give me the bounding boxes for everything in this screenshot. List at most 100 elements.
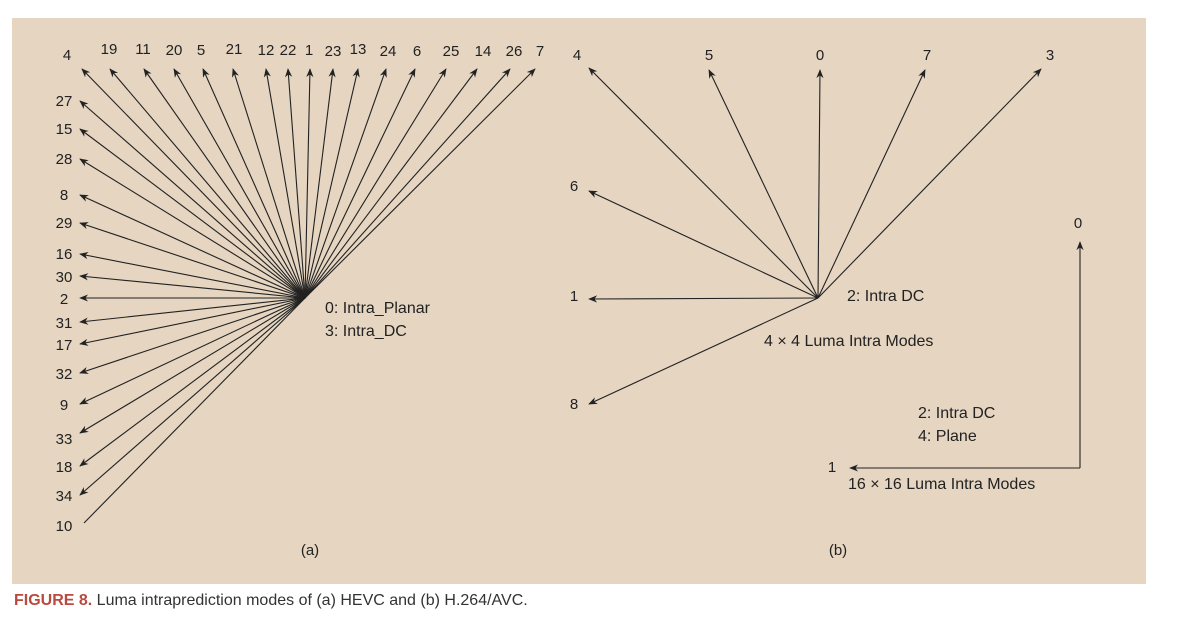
mode-16-arrow [79, 252, 306, 299]
avc4-mode-7-label: 7 [923, 47, 931, 64]
mode-16-label: 16 [56, 246, 73, 263]
mode-23-label: 23 [325, 43, 342, 60]
mode-31-label: 31 [56, 315, 73, 332]
mode-30-arrow [79, 273, 306, 299]
mode-9-label: 9 [60, 397, 68, 414]
mode-31-arrow [79, 297, 306, 325]
avc4-mode-8-label: 8 [570, 396, 578, 413]
mode-34-arrow [79, 297, 306, 496]
avc4-mode-7-arrow [817, 69, 926, 299]
mode-7-label: 7 [536, 43, 544, 60]
figure-panel: 4 19 11 20 5 21 12 22 1 23 13 24 6 25 14 26 7 27 15 28 8 29 16… [12, 18, 1146, 584]
mode-11-arrow [143, 68, 306, 299]
avc16-title: 16 × 16 Luma Intra Modes [848, 476, 1035, 493]
mode-18-label: 18 [56, 459, 73, 476]
mode-23-arrow [304, 68, 336, 299]
mode-15-arrow [79, 128, 306, 299]
mode-10-arrow [83, 297, 306, 524]
avc4-mode-5-arrow [708, 69, 819, 299]
mode-25-arrow [304, 68, 447, 299]
mode-5-arrow [202, 68, 306, 299]
figure-caption: FIGURE 8. Luma intraprediction modes of … [14, 592, 528, 610]
mode-28-arrow [79, 158, 306, 299]
avc-panel-sublabel: (b) [829, 542, 847, 559]
mode-10-label: 10 [56, 518, 73, 535]
avc4-mode-6-label: 6 [570, 178, 578, 195]
mode-19-arrow [109, 68, 306, 299]
avc16-dc-label: 2: Intra DC [918, 405, 995, 422]
mode-25-label: 25 [443, 43, 460, 60]
mode-21-arrow [231, 68, 306, 299]
avc4-mode-3-arrow [817, 68, 1042, 299]
mode-7-arrow [304, 68, 536, 299]
mode-1-label: 1 [305, 42, 313, 59]
mode-4-arrow [81, 68, 306, 299]
mode-24-label: 24 [380, 43, 397, 60]
mode-20-label: 20 [166, 42, 183, 59]
mode-26-label: 26 [506, 43, 523, 60]
mode-1-arrow [304, 68, 314, 299]
avc4-mode-8-arrow [588, 297, 819, 405]
mode-14-label: 14 [475, 43, 492, 60]
mode-24-arrow [304, 68, 387, 299]
mode-9-arrow [79, 297, 306, 405]
mode-26-arrow [304, 68, 511, 299]
mode-6-label: 6 [413, 43, 421, 60]
avc4-mode-3-label: 3 [1046, 47, 1054, 64]
mode-14-arrow [304, 68, 478, 299]
avc-mode-arrows [588, 67, 1084, 472]
avc4-dc-label: 2: Intra DC [847, 288, 924, 305]
mode-8-arrow [79, 194, 306, 299]
hevc-center-label-planar: 0: Intra_Planar [325, 300, 431, 317]
avc-mode-labels: 4 5 0 7 3 6 1 8 0 1 [570, 47, 1082, 476]
mode-21-label: 21 [226, 41, 243, 58]
mode-33-label: 33 [56, 431, 73, 448]
avc16-plane-label: 4: Plane [918, 428, 977, 445]
mode-27-label: 27 [56, 93, 73, 110]
mode-29-arrow [79, 222, 306, 299]
avc16-mode-1-label: 1 [828, 459, 836, 476]
caption-label: FIGURE 8. [14, 592, 93, 609]
avc16-mode-0-label: 0 [1074, 215, 1082, 232]
mode-32-label: 32 [56, 366, 73, 383]
avc4-mode-4-arrow [588, 67, 819, 299]
mode-30-label: 30 [56, 269, 73, 286]
mode-33-arrow [79, 297, 306, 434]
avc4-mode-0-label: 0 [816, 47, 824, 64]
avc4-mode-1-label: 1 [570, 288, 578, 305]
mode-29-label: 29 [56, 215, 73, 232]
hevc-mode-labels: 4 19 11 20 5 21 12 22 1 23 13 24 6 25 14 26 7 27 15 28 8 29 16… [56, 41, 545, 535]
hevc-mode-arrows [79, 68, 536, 524]
mode-19-label: 19 [101, 41, 118, 58]
avc4-mode-1-arrow [588, 295, 819, 303]
mode-32-arrow [79, 297, 306, 374]
avc4-mode-5-label: 5 [705, 47, 713, 64]
caption-text: Luma intraprediction modes of (a) HEVC a… [92, 592, 528, 609]
hevc-panel-sublabel: (a) [301, 542, 319, 559]
avc4-title: 4 × 4 Luma Intra Modes [764, 333, 933, 350]
mode-17-arrow [79, 297, 306, 346]
mode-20-arrow [173, 68, 306, 299]
mode-6-arrow [304, 68, 416, 299]
mode-5-label: 5 [197, 42, 205, 59]
mode-34-label: 34 [56, 488, 73, 505]
mode-27-arrow [79, 100, 306, 299]
mode-4-label: 4 [63, 47, 71, 64]
mode-13-arrow [304, 68, 360, 299]
mode-12-label: 12 [258, 42, 275, 59]
mode-12-arrow [263, 68, 306, 299]
avc4-mode-6-arrow [588, 190, 819, 299]
hevc-center-label-dc: 3: Intra_DC [325, 323, 407, 340]
mode-13-label: 13 [350, 41, 367, 58]
avc4-mode-4-label: 4 [573, 47, 581, 64]
mode-17-label: 17 [56, 337, 73, 354]
avc4-mode-0-arrow [816, 69, 824, 299]
mode-28-label: 28 [56, 151, 73, 168]
mode-22-label: 22 [280, 42, 297, 59]
mode-18-arrow [79, 297, 306, 467]
mode-11-label: 11 [135, 41, 151, 58]
intra-modes-diagram: 4 19 11 20 5 21 12 22 1 23 13 24 6 25 14 26 727152882916… [56, 41, 1084, 559]
mode-15-label: 15 [56, 121, 73, 138]
mode-22-arrow [285, 68, 306, 299]
mode-8-label: 8 [60, 187, 68, 204]
